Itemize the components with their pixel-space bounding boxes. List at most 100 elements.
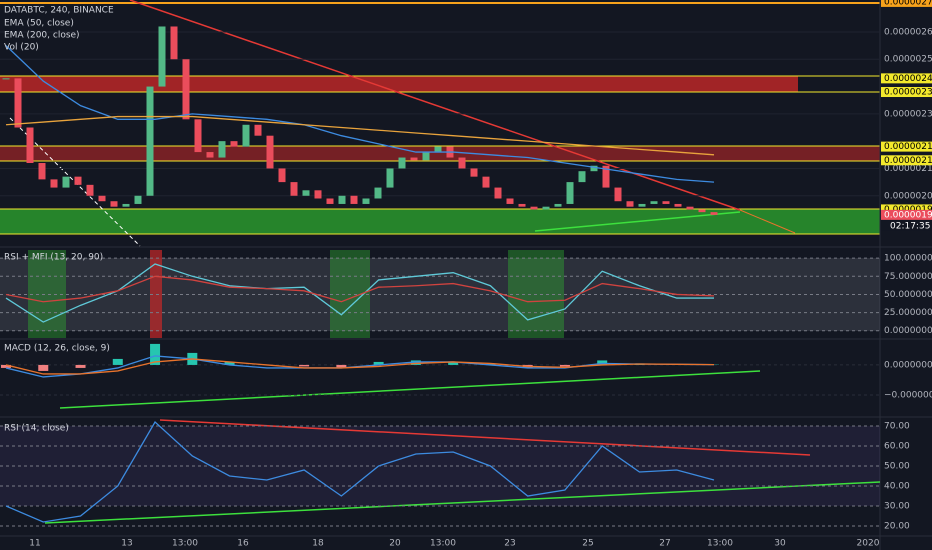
candle bbox=[518, 203, 526, 207]
candle bbox=[86, 184, 94, 196]
x-tick-label: 25 bbox=[582, 539, 593, 549]
trend-line bbox=[59, 370, 761, 409]
candle bbox=[122, 203, 130, 207]
candle bbox=[26, 127, 34, 163]
trend-line bbox=[159, 419, 811, 456]
candle bbox=[602, 165, 610, 188]
candle bbox=[62, 176, 70, 188]
indicator-line bbox=[5, 263, 714, 323]
panel-title: MACD (12, 26, close, 9) bbox=[4, 344, 110, 354]
price-tag bbox=[881, 155, 932, 166]
indicator-label: Vol (20) bbox=[4, 43, 39, 53]
candle bbox=[134, 195, 142, 204]
candle bbox=[350, 195, 358, 204]
histogram-bar bbox=[559, 364, 570, 367]
y-tick-label: 40.00 bbox=[884, 482, 910, 492]
candle bbox=[266, 135, 274, 169]
candle bbox=[38, 162, 46, 180]
candle bbox=[374, 187, 382, 199]
panel-title: RSI (14, close) bbox=[4, 424, 69, 434]
price-tag-label: 0.00000238 bbox=[884, 88, 932, 98]
candle bbox=[566, 182, 574, 204]
candle bbox=[458, 157, 466, 169]
x-tick-label: 13 bbox=[121, 539, 132, 549]
x-tick-label: 18 bbox=[312, 539, 324, 549]
candle bbox=[2, 78, 10, 80]
y-tick-label: 30.00 bbox=[884, 502, 910, 512]
trend-line bbox=[44, 481, 881, 524]
price-tag-label: 0.00000218 bbox=[884, 142, 932, 152]
trend-line bbox=[739, 209, 796, 234]
candle bbox=[98, 195, 106, 202]
x-tick-label: 13:00 bbox=[707, 539, 733, 549]
price-tag bbox=[881, 209, 932, 220]
candle bbox=[50, 179, 58, 188]
indicator-line bbox=[5, 115, 715, 156]
signal-zone bbox=[28, 250, 66, 338]
y-tick-label: 60.00 bbox=[884, 442, 910, 452]
x-tick-label: 30 bbox=[774, 539, 786, 549]
indicator-line bbox=[5, 355, 715, 378]
indicator-line bbox=[5, 275, 715, 303]
y-tick-label: 50.00 bbox=[884, 462, 910, 472]
candle bbox=[614, 187, 622, 202]
histogram-bar bbox=[224, 361, 235, 365]
panel-title: RSI + MFI (13, 20, 90) bbox=[4, 253, 103, 263]
candle bbox=[146, 86, 154, 196]
candle bbox=[578, 171, 586, 183]
candle bbox=[422, 152, 430, 161]
price-tag-label: 0.00000213 bbox=[884, 156, 932, 166]
price-tag-label: 0.00000271 bbox=[884, 0, 932, 7]
indicator-line bbox=[5, 45, 715, 183]
candle bbox=[254, 124, 262, 136]
x-tick-label: 20 bbox=[389, 539, 401, 549]
histogram-bar bbox=[336, 364, 347, 368]
indicator-label: EMA (50, close) bbox=[4, 19, 74, 29]
candle bbox=[626, 201, 634, 207]
trend-line bbox=[129, 0, 741, 211]
histogram-bar bbox=[597, 360, 608, 365]
price-tag bbox=[881, 87, 932, 98]
candle bbox=[434, 146, 442, 153]
histogram-bar bbox=[410, 360, 421, 365]
price-tag bbox=[881, 204, 932, 215]
candle bbox=[530, 206, 538, 210]
price-tag-label: 0.00000243 bbox=[884, 74, 932, 84]
candle bbox=[110, 201, 118, 207]
candle bbox=[230, 141, 238, 147]
histogram-bar bbox=[75, 364, 86, 368]
histogram-bar bbox=[373, 361, 384, 365]
indicator-line bbox=[5, 358, 715, 375]
candle bbox=[362, 198, 370, 204]
candle bbox=[206, 152, 214, 158]
candle bbox=[314, 190, 322, 199]
histogram-bar bbox=[299, 364, 310, 367]
symbol-title: DATABTC, 240, BINANCE bbox=[4, 6, 114, 16]
candle bbox=[554, 203, 562, 207]
candle bbox=[338, 195, 346, 204]
price-tag bbox=[881, 73, 932, 84]
x-tick-label: 13:00 bbox=[172, 539, 198, 549]
candle bbox=[494, 187, 502, 199]
candle bbox=[482, 176, 490, 188]
support-zone bbox=[0, 209, 880, 234]
candle bbox=[398, 157, 406, 169]
indicator-line bbox=[5, 420, 715, 523]
candle bbox=[410, 157, 418, 161]
candle bbox=[14, 78, 22, 128]
histogram-bar bbox=[38, 364, 49, 371]
histogram-bar bbox=[448, 361, 459, 365]
candle bbox=[386, 168, 394, 188]
candle bbox=[698, 209, 706, 213]
resistance-zone bbox=[0, 76, 798, 92]
candle bbox=[470, 168, 478, 177]
